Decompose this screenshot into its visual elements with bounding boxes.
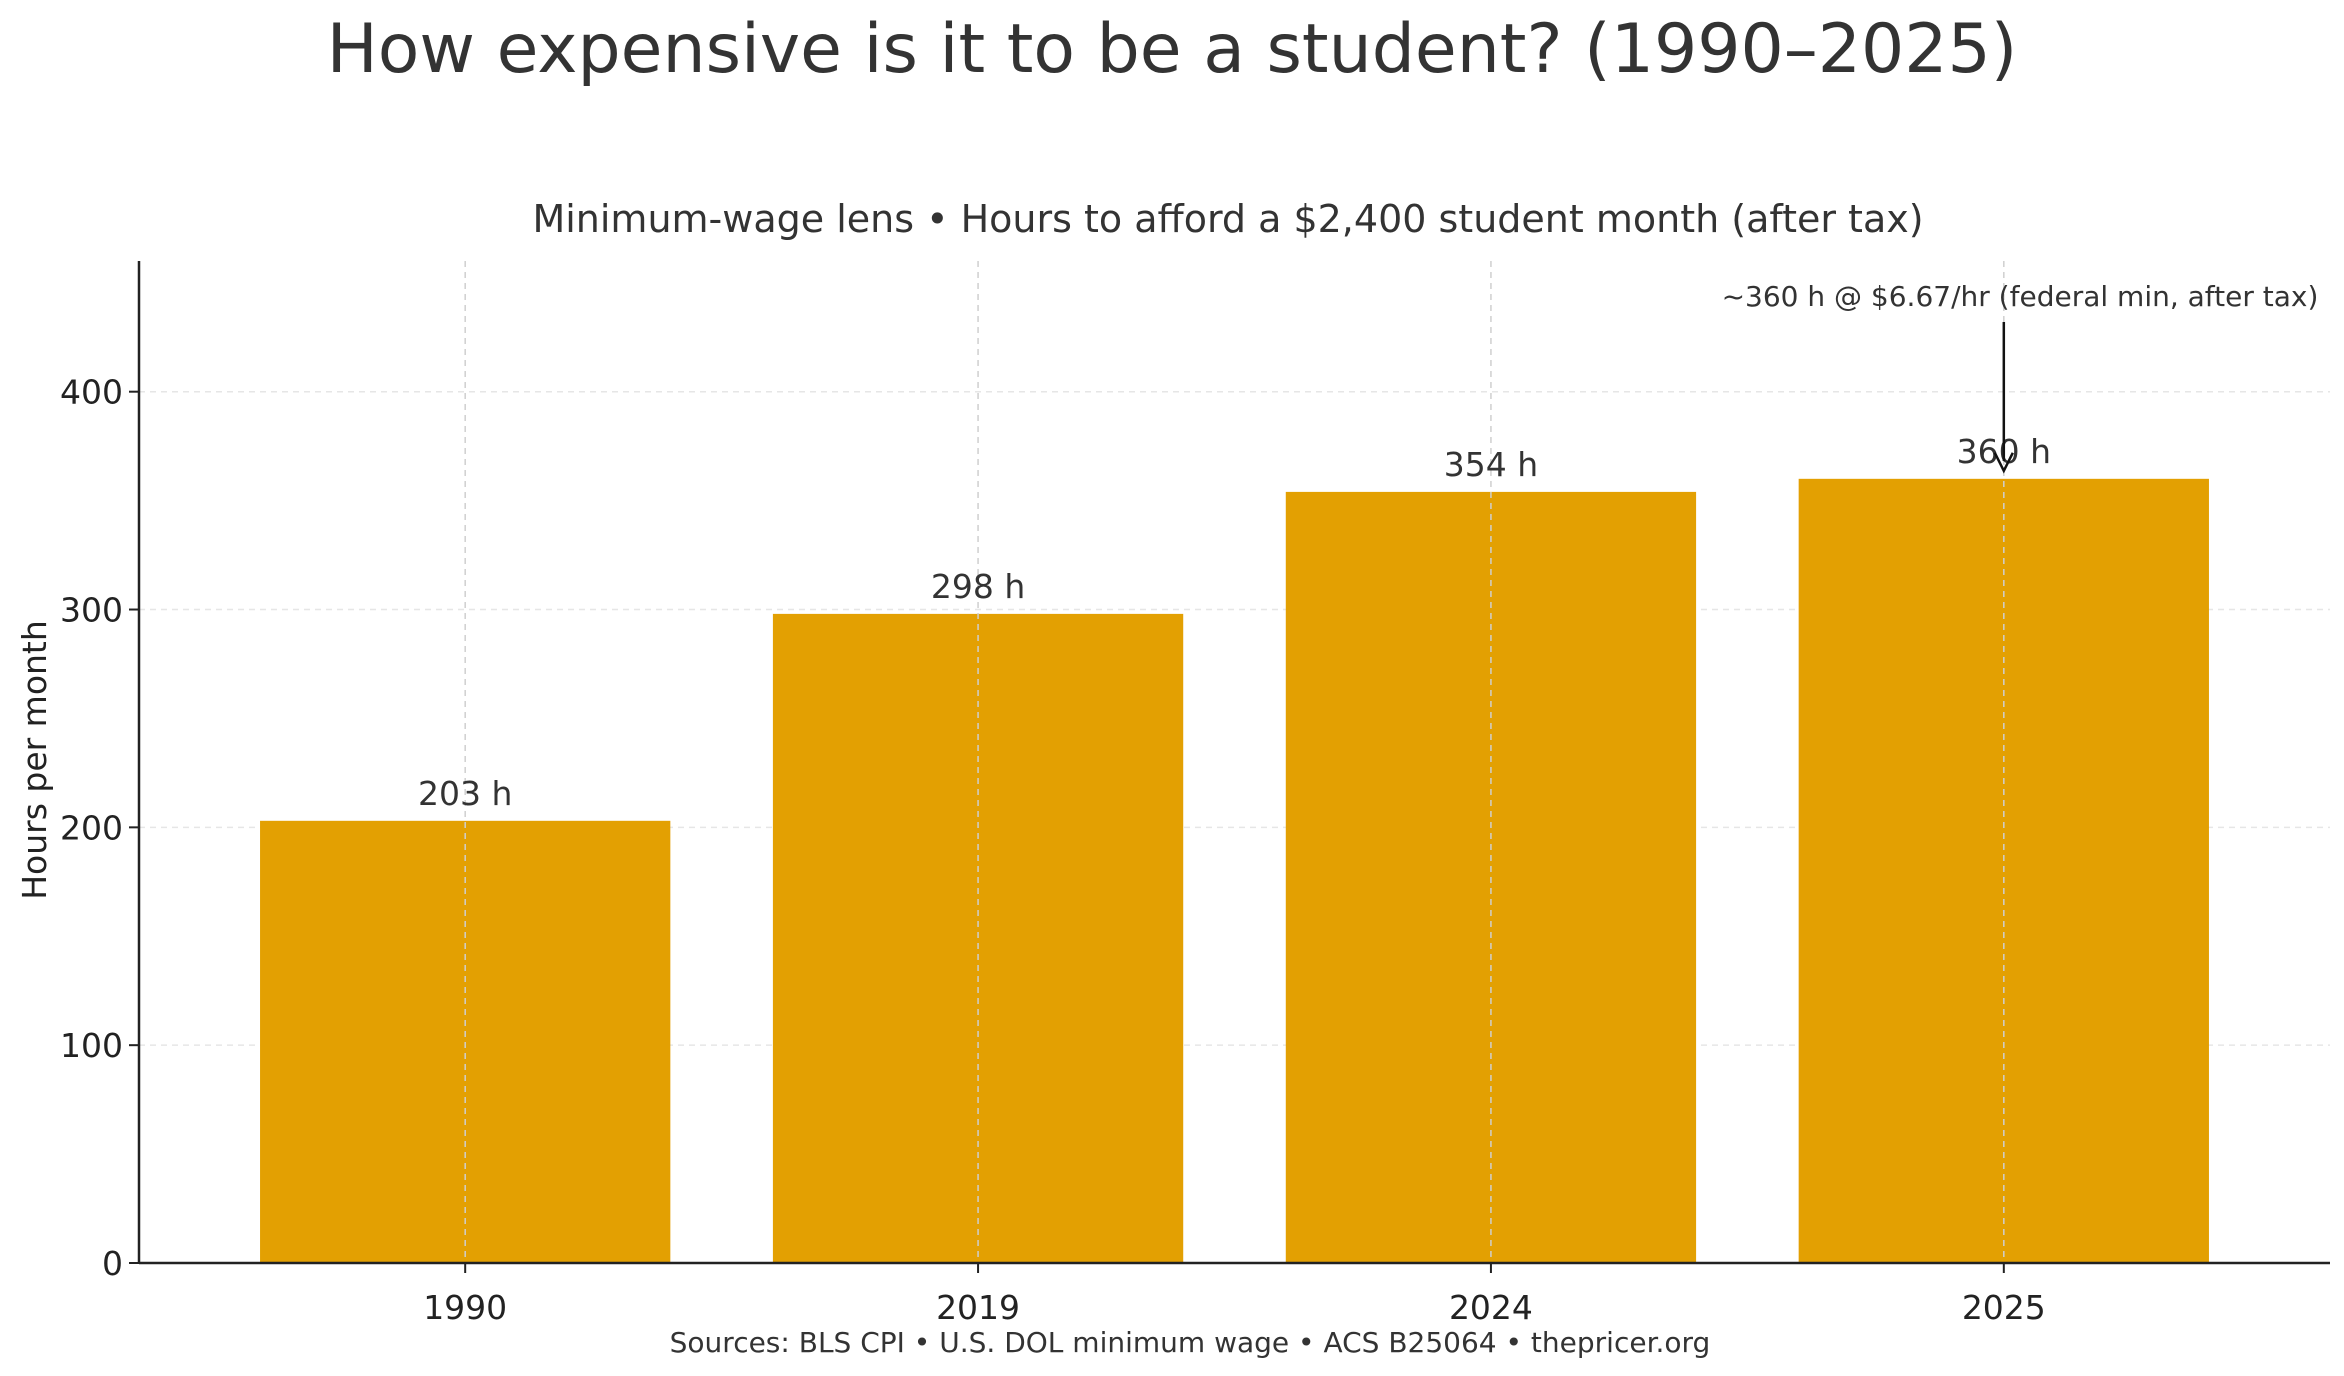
x-tick-label: 2025 [1962, 1288, 2046, 1327]
labels: 0 100 200 300 400 1990 2019 2024 2025 203 h 298 h 3… [60, 373, 2051, 1327]
y-tick-label: 0 [102, 1244, 123, 1283]
x-tick-label: 2019 [936, 1288, 1020, 1327]
y-tick-label: 100 [60, 1026, 123, 1065]
y-axis-title: Hours per month [15, 620, 54, 900]
chart-main-title: How expensive is it to be a student? (19… [326, 10, 2018, 89]
data-label: 203 h [418, 774, 512, 813]
sources-note: Sources: BLS CPI • U.S. DOL minimum wage… [670, 1326, 1711, 1359]
annotation: ~360 h @ $6.67/hr (federal min, after ta… [1722, 280, 2319, 474]
axes [129, 261, 2330, 1273]
x-tick-label: 2024 [1449, 1288, 1533, 1327]
y-tick-label: 200 [60, 808, 123, 847]
annotation-text: ~360 h @ $6.67/hr (federal min, after ta… [1722, 280, 2319, 313]
v-grid-lines [464, 261, 2005, 1263]
y-tick-label: 300 [60, 591, 123, 630]
x-tick-label: 1990 [423, 1288, 507, 1327]
annotation-arrow-head [1993, 452, 2014, 474]
data-label: 298 h [931, 567, 1025, 606]
chart-subtitle: Minimum-wage lens • Hours to afford a $2… [532, 197, 1923, 241]
data-label: 354 h [1444, 445, 1538, 484]
y-tick-label: 400 [60, 373, 123, 412]
bars [260, 478, 2209, 1264]
